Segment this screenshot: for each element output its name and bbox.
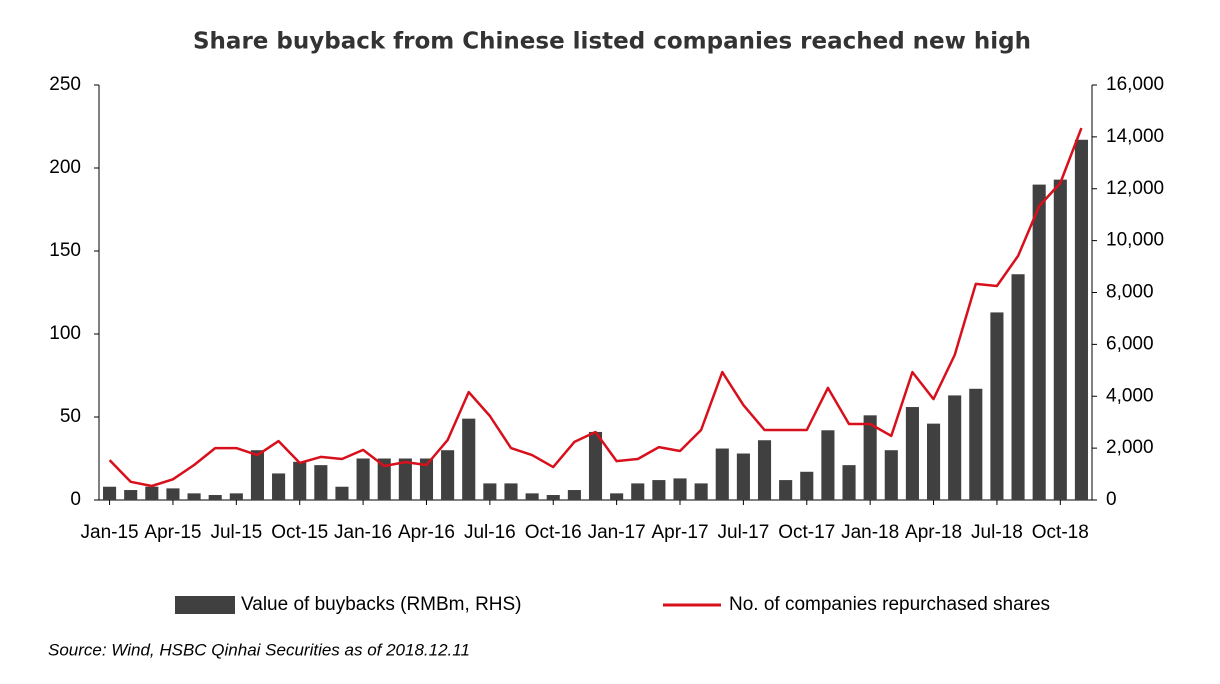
y2-tick-label: 2,000 bbox=[1106, 437, 1154, 458]
x-tick-label: Apr-17 bbox=[651, 522, 708, 543]
x-tick-label: Jul-18 bbox=[971, 522, 1023, 543]
bar bbox=[1074, 139, 1088, 500]
x-tick-label: Jan-17 bbox=[588, 522, 646, 543]
bar bbox=[715, 448, 729, 500]
bar bbox=[863, 415, 877, 500]
x-tick-label: Oct-18 bbox=[1032, 522, 1089, 543]
y-tick-label: 200 bbox=[49, 157, 81, 178]
x-tick-label: Jul-17 bbox=[718, 522, 770, 543]
y2-tick-label: 6,000 bbox=[1106, 333, 1154, 354]
x-tick-label: Jul-16 bbox=[464, 522, 516, 543]
bar bbox=[736, 453, 750, 500]
bar bbox=[1032, 184, 1046, 500]
x-tick-label: Jan-16 bbox=[334, 522, 392, 543]
bar bbox=[335, 486, 349, 500]
legend-label: Value of buybacks (RMBm, RHS) bbox=[241, 594, 522, 615]
bar bbox=[441, 450, 455, 500]
bar bbox=[926, 423, 941, 500]
x-tick-label: Apr-15 bbox=[144, 522, 201, 543]
bar bbox=[103, 486, 117, 500]
bar bbox=[905, 407, 919, 500]
bar bbox=[969, 388, 983, 500]
x-tick-label: Apr-16 bbox=[398, 522, 455, 543]
bar bbox=[314, 465, 328, 500]
bar bbox=[567, 490, 581, 500]
bar bbox=[356, 458, 370, 500]
y-tick-label: 250 bbox=[49, 74, 81, 95]
bar bbox=[948, 395, 962, 500]
bar bbox=[187, 493, 201, 500]
bar bbox=[272, 473, 286, 500]
x-tick-label: Jul-15 bbox=[210, 522, 262, 543]
y-tick-label: 0 bbox=[70, 489, 81, 510]
bar bbox=[821, 430, 835, 500]
bar bbox=[1011, 274, 1025, 500]
y-tick-label: 150 bbox=[49, 240, 81, 261]
y-tick-label: 100 bbox=[49, 323, 81, 344]
bar bbox=[483, 483, 497, 500]
bar bbox=[293, 461, 307, 500]
x-tick-label: Jan-18 bbox=[841, 522, 899, 543]
bar bbox=[779, 480, 793, 500]
y2-tick-label: 16,000 bbox=[1106, 74, 1164, 95]
x-tick-label: Oct-17 bbox=[778, 522, 835, 543]
bar bbox=[398, 458, 412, 500]
chart-title: Share buyback from Chinese listed compan… bbox=[193, 29, 1031, 55]
y2-tick-label: 4,000 bbox=[1106, 385, 1154, 406]
bar bbox=[124, 490, 138, 500]
bar bbox=[377, 458, 391, 500]
legend-swatch bbox=[175, 596, 235, 614]
legend-label: No. of companies repurchased shares bbox=[729, 594, 1050, 615]
y-tick-label: 50 bbox=[60, 406, 81, 427]
bar bbox=[419, 458, 434, 500]
bar bbox=[145, 486, 159, 500]
bar bbox=[990, 312, 1004, 500]
source-note: Source: Wind, HSBC Qinhai Securities as … bbox=[48, 640, 470, 659]
bar bbox=[694, 483, 708, 500]
bar bbox=[462, 418, 476, 500]
x-tick-label: Oct-16 bbox=[525, 522, 582, 543]
x-tick-label: Jan-15 bbox=[81, 522, 139, 543]
bar bbox=[884, 450, 898, 500]
x-tick-label: Oct-15 bbox=[271, 522, 328, 543]
bar bbox=[757, 440, 772, 500]
bar bbox=[652, 480, 666, 500]
bar bbox=[610, 493, 624, 500]
bar bbox=[229, 493, 243, 500]
y2-tick-label: 12,000 bbox=[1106, 178, 1164, 199]
bar bbox=[800, 471, 814, 500]
y2-tick-label: 10,000 bbox=[1106, 230, 1164, 251]
y2-tick-label: 0 bbox=[1106, 489, 1117, 510]
bar bbox=[546, 495, 560, 500]
line bbox=[108, 127, 1083, 488]
y2-tick-label: 8,000 bbox=[1106, 282, 1154, 303]
y2-tick-label: 14,000 bbox=[1106, 126, 1164, 147]
bar bbox=[588, 431, 603, 500]
bar bbox=[673, 478, 687, 500]
bar bbox=[631, 483, 645, 500]
bar bbox=[504, 483, 518, 500]
bar bbox=[208, 495, 222, 500]
bar bbox=[842, 465, 856, 500]
x-tick-label: Apr-18 bbox=[905, 522, 962, 543]
bar bbox=[525, 493, 539, 500]
bar bbox=[1053, 179, 1067, 500]
bar bbox=[166, 488, 180, 500]
bar bbox=[250, 450, 265, 500]
